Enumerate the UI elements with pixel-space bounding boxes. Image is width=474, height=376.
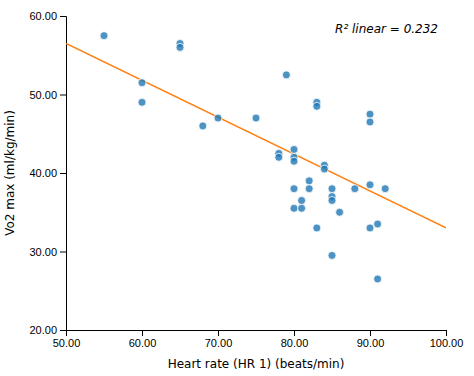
tick-label: 50.00 [53,337,81,349]
scatter-point [320,165,328,173]
tick-mark [60,252,66,253]
scatter-point [366,224,374,232]
axis-line [60,17,67,331]
scatter-point [214,114,222,122]
scatter-point [252,114,260,122]
scatter-point [100,32,108,40]
tick-mark [60,95,66,96]
y-axis: 20.00 30.00 40.00 50.00 60.00 [29,10,66,336]
tick: 30.00 [29,246,66,258]
tick-label: 60.00 [29,10,57,22]
scatter-point [282,71,290,79]
tick-mark [370,330,371,336]
tick: 40.00 [29,167,66,179]
tick-mark [142,330,143,336]
scatter-point [275,153,283,161]
scatter-point [138,79,146,87]
scatter-point [374,220,382,228]
scatter-point [336,208,344,216]
scatter-point [328,185,336,193]
tick-mark [446,330,447,336]
tick-label: 70.00 [205,337,233,349]
scatter-point [199,122,207,130]
tick-label: 40.00 [29,167,57,179]
plot-area: 50.00 60.00 70.00 80.00 90.00 100.00 20.00 30.0… [3,10,463,371]
scatter-point [366,181,374,189]
scatter-point [328,196,336,204]
scatter-point [290,157,298,165]
scatter-point [290,204,298,212]
tick: 60.00 [29,10,66,22]
tick-mark [218,330,219,336]
tick: 80.00 [281,330,309,349]
tick-label: 90.00 [357,337,385,349]
x-axis: 50.00 60.00 70.00 80.00 90.00 100.00 [53,330,464,349]
scatter-point [351,185,359,193]
scatter-point [305,177,313,185]
tick-mark [60,16,66,17]
scatter-point [290,185,298,193]
scatter-point [176,43,184,51]
tick: 50.00 [29,89,66,101]
tick-mark [294,330,295,336]
tick: 20.00 [29,324,66,336]
scatter-point [374,275,382,283]
tick-mark [60,173,66,174]
tick-label: 20.00 [29,324,57,336]
scatter-point [298,196,306,204]
annotation: R² linear = 0.232 [335,22,438,36]
scatter-point [138,98,146,106]
scatter-point [313,102,321,110]
tick-label: 100.00 [430,337,464,349]
tick-label: 60.00 [129,337,157,349]
scatter-point [366,118,374,126]
scatter-point [328,251,336,259]
chart-svg: 50.00 60.00 70.00 80.00 90.00 100.00 20.00 30.0… [0,0,474,376]
tick-label: 80.00 [281,337,309,349]
tick: 100.00 [430,330,464,349]
scatter-point [381,185,389,193]
scatter-point [366,110,374,118]
scatter-point [313,224,321,232]
tick-label: 30.00 [29,246,57,258]
scatter-point [298,204,306,212]
marks [66,32,446,283]
x-axis-label: Heart rate (HR 1) (beats/min) [168,357,345,371]
chart-container: 50.00 60.00 70.00 80.00 90.00 100.00 20.00 30.0… [0,0,474,376]
tick-label: 50.00 [29,89,57,101]
regression-line [66,43,446,227]
tick: 70.00 [205,330,233,349]
tick-mark [60,330,66,331]
scatter-point [290,145,298,153]
axis-line [67,331,447,337]
tick: 90.00 [357,330,385,349]
y-axis-label: Vo2 max (ml/kg/min) [3,110,17,236]
scatter-point [305,185,313,193]
tick: 60.00 [129,330,157,349]
